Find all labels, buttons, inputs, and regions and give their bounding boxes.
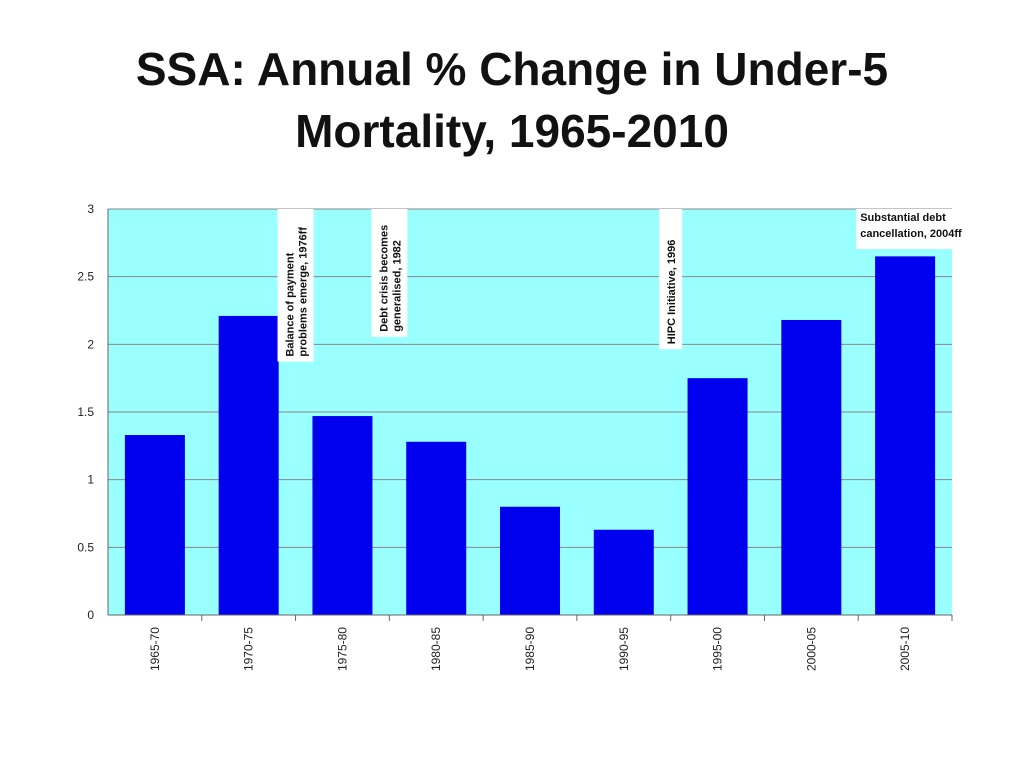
- x-tick-label: 1965-70: [148, 627, 162, 671]
- y-tick-label: 3: [87, 202, 94, 216]
- x-tick-label: 2000-05: [804, 627, 818, 671]
- bar-2005-10: [875, 256, 936, 615]
- y-tick-label: 2: [87, 337, 94, 351]
- bar-1970-75: [218, 315, 279, 615]
- annotation-box: [659, 209, 683, 350]
- chart-title: SSA: Annual % Change in Under-5 Mortalit…: [135, 43, 889, 157]
- x-tick-label: 1985-90: [523, 627, 537, 671]
- x-tick-label: 1990-95: [617, 627, 631, 671]
- annotation: Substantial debt cancellation, 2004ff: [856, 209, 981, 249]
- y-axis: 0 0.5 1 1.5 2 2.5 3: [77, 202, 109, 622]
- annotation-text: problems emerge, 1976ff: [298, 227, 310, 357]
- annotation-text: cancellation, 2004ff: [860, 228, 962, 240]
- bar-1980-85: [406, 441, 467, 615]
- bars: [124, 256, 936, 615]
- annotation-text: generalised, 1982: [391, 240, 403, 332]
- y-tick-label: 1: [87, 473, 94, 487]
- bar-1990-95: [593, 529, 654, 615]
- x-tick-label: 1995-00: [711, 627, 725, 671]
- annotation: Balance of payment problems emerge, 1976f…: [277, 209, 314, 362]
- y-tick-label: 0.5: [77, 540, 94, 554]
- y-tick-label: 2.5: [77, 270, 94, 284]
- bar-1985-90: [500, 506, 560, 615]
- bar-1995-00: [687, 378, 748, 615]
- annotation-text: Substantial debt: [860, 212, 946, 224]
- x-tick-label: 2005-10: [898, 627, 912, 671]
- annotation: Debt crisis becomes generalised, 1982: [371, 209, 408, 337]
- x-tick-label: 1975-80: [335, 627, 349, 671]
- x-axis: 1965-70 1970-75 1975-80 1980-85 1985-90 1990-…: [108, 614, 953, 671]
- x-tick-label: 1970-75: [242, 627, 256, 671]
- bar-1965-70: [124, 435, 185, 615]
- annotations: Balance of payment problems emerge, 1976f…: [277, 209, 981, 362]
- annotation-text: HIPC Initiative, 1996: [666, 240, 678, 345]
- y-tick-label: 1.5: [77, 405, 94, 419]
- annotation-box: [277, 209, 314, 362]
- annotation-text: Balance of payment: [285, 252, 297, 356]
- annotation-text: Debt crisis becomes: [378, 225, 390, 332]
- annotation-box: [856, 209, 981, 249]
- bar-1975-80: [312, 416, 373, 615]
- bar-2000-05: [781, 319, 842, 615]
- annotation: HIPC Initiative, 1996: [659, 209, 683, 350]
- x-tick-label: 1980-85: [429, 627, 443, 671]
- annotation-box: [371, 209, 408, 337]
- y-tick-label: 0: [87, 608, 94, 622]
